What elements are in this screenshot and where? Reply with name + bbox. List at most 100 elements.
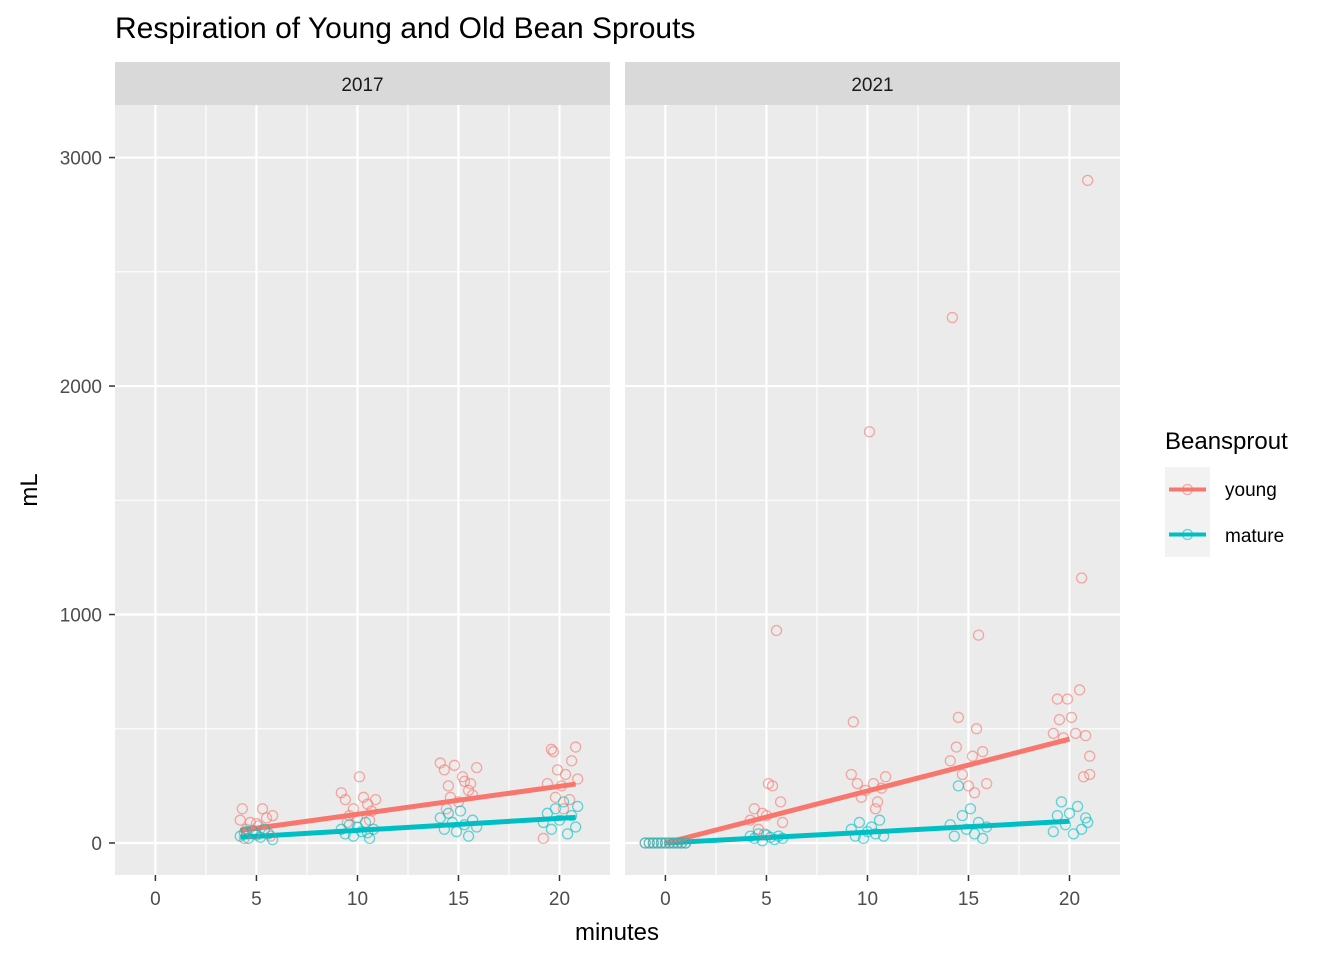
data-point-young [956, 768, 969, 781]
data-point-mature [873, 814, 886, 826]
data-point-young [1084, 768, 1096, 781]
data-point-young [1053, 713, 1066, 726]
data-point-young [970, 723, 983, 735]
data-point-mature [877, 830, 890, 842]
gridlines-2017 [115, 105, 610, 875]
data-point-mature [355, 825, 368, 838]
data-point-young [570, 741, 582, 753]
data-point-mature [651, 837, 663, 849]
data-point-young [563, 793, 576, 806]
data-point-young [766, 780, 779, 792]
data-point-young [541, 777, 554, 790]
x-axis-title: minutes [575, 919, 659, 946]
data-point-young [1082, 174, 1094, 187]
data-point-mature [671, 837, 684, 849]
y-tick-label: 0 [91, 834, 102, 855]
data-point-mature [956, 809, 969, 822]
data-point-young [875, 782, 888, 794]
data-point-young [347, 803, 360, 815]
data-point-young [260, 812, 273, 824]
data-point-young [952, 711, 965, 723]
data-point-young [438, 764, 450, 776]
data-point-young [557, 803, 570, 815]
data-point-mature [462, 830, 475, 842]
data-point-mature [343, 819, 356, 831]
data-point-young [565, 755, 578, 767]
facet-strip-2021 [625, 62, 1120, 105]
data-point-mature [952, 780, 965, 792]
fit-line-mature [665, 818, 1070, 846]
data-point-mature [570, 821, 582, 833]
data-point-young [1075, 572, 1088, 584]
data-point-young [537, 832, 549, 845]
data-point-young [256, 803, 269, 815]
plot-panel-2017 [115, 105, 610, 875]
data-point-young [869, 803, 882, 815]
data-point-mature [869, 828, 882, 840]
data-point-young [1057, 732, 1070, 744]
x-tick-label: 15 [448, 889, 469, 910]
data-point-young [353, 771, 366, 783]
data-point-young [944, 755, 956, 767]
facet-panel-2021: 2021 0 5 10 15 20 [625, 62, 1120, 910]
data-point-young [341, 816, 353, 829]
data-point-young [442, 780, 455, 792]
data-point-mature [1047, 825, 1059, 838]
data-point-young [266, 809, 279, 822]
data-point-mature [768, 833, 781, 846]
x-tick-label: 5 [761, 889, 772, 910]
data-point-mature [849, 830, 861, 842]
data-point-mature [450, 825, 463, 838]
data-point-young [981, 777, 993, 790]
data-point-mature [438, 823, 450, 835]
data-point-mature [557, 796, 570, 808]
data-point-young [339, 793, 351, 806]
data-point-young [770, 624, 783, 637]
legend-point-mature [1181, 528, 1194, 541]
data-point-young [1073, 684, 1086, 696]
x-tick-label: 10 [347, 889, 368, 910]
data-point-mature [454, 805, 467, 817]
data-point-young [547, 745, 560, 758]
x-tick-label: 5 [251, 889, 262, 910]
y-axis-title: mL [16, 473, 43, 506]
facet-label-2021: 2021 [851, 75, 893, 96]
data-point-mature [262, 828, 275, 840]
data-point-mature [359, 816, 372, 829]
data-point-mature [361, 827, 374, 839]
chart-title: Respiration of Young and Old Bean Sprout… [115, 12, 695, 45]
data-point-mature [565, 809, 578, 822]
data-point-young [1061, 693, 1074, 705]
gridlines-2021 [625, 105, 1120, 875]
data-point-mature [853, 816, 866, 829]
x-axis-2021: 0 5 10 15 20 [660, 875, 1080, 910]
y-tick-label: 3000 [60, 149, 102, 170]
data-point-young [871, 796, 884, 808]
fit-lines-2017 [239, 781, 576, 840]
data-point-mature [776, 832, 789, 845]
data-point-mature [948, 830, 960, 842]
data-point-young [776, 816, 789, 829]
data-point-mature [1082, 816, 1094, 829]
data-point-mature [1051, 809, 1064, 822]
data-point-young [464, 777, 477, 790]
data-point-young [845, 768, 857, 781]
fit-lines-2021 [664, 736, 1071, 846]
data-point-young [859, 784, 872, 797]
data-point-mature [981, 821, 993, 833]
data-point-mature [675, 837, 688, 849]
data-point-young [236, 803, 248, 815]
data-point-young [471, 761, 483, 774]
y-tick-label: 1000 [60, 606, 102, 627]
legend-label-mature: mature [1225, 526, 1284, 547]
data-point-mature [1075, 823, 1088, 835]
data-point-young [1077, 771, 1090, 783]
data-point-young [559, 768, 572, 781]
y-tick-label: 2000 [60, 377, 102, 398]
data-point-mature [643, 837, 655, 849]
data-point-young [1080, 729, 1092, 742]
y-axis: 0 1000 2000 3000 [60, 149, 115, 855]
data-point-young [369, 793, 382, 806]
data-point-young [972, 629, 985, 641]
data-point-young [760, 809, 773, 822]
